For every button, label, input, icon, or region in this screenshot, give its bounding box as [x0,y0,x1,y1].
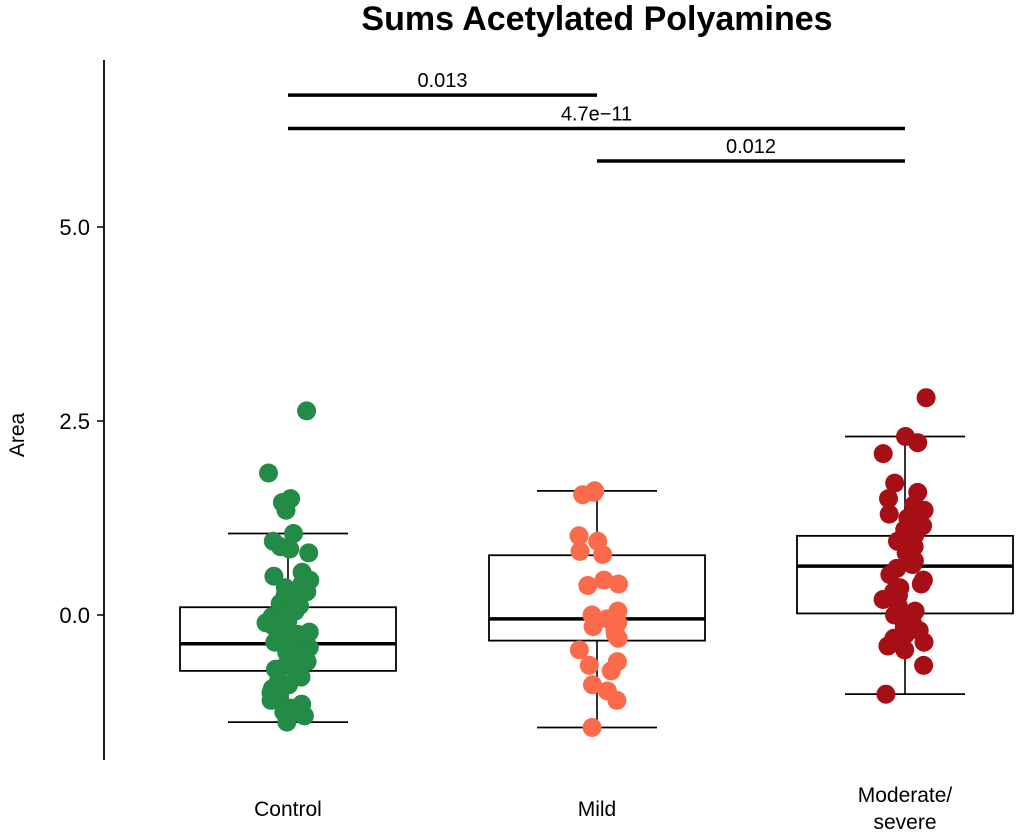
data-point [880,565,900,585]
y-axis-ticks: 0.0 2.5 5.0 [59,215,104,628]
data-point [908,433,928,453]
data-point [911,574,931,594]
data-point [873,444,893,464]
data-point [259,463,278,483]
data-point [879,489,898,509]
data-point [261,690,281,710]
data-point [582,718,602,737]
data-point [895,640,915,660]
data-point [876,684,896,704]
category-label: Control [254,798,322,821]
data-point [583,617,603,637]
category-label-line: Moderate/ [858,784,953,807]
data-point [276,500,296,520]
data-point [609,574,628,594]
data-point [280,539,300,559]
data-point [594,570,614,590]
data-point [299,543,319,563]
comparison-p-value: 4.7e−11 [561,103,632,125]
category-label: Moderate/severe [858,784,953,834]
data-point [264,566,284,586]
data-point [878,636,898,656]
data-point [569,640,589,660]
points-layer [256,388,936,737]
data-point [297,401,317,421]
data-point [593,545,613,564]
data-point [573,485,593,505]
data-point [879,504,899,524]
data-point [914,632,934,652]
data-point [903,555,922,575]
chart-title: Sums Acetylated Polyamines [361,0,832,38]
category-label: Mild [578,798,617,821]
data-point [608,628,628,648]
y-tick-label: 2.5 [59,409,90,434]
significance-brackets: 0.013 4.7e−11 0.012 [288,70,905,163]
y-axis-label: Area [6,413,29,458]
comparison-p-value: 0.013 [417,70,467,92]
data-point [916,388,936,408]
data-point [579,655,599,675]
data-point [607,690,627,710]
data-point [569,526,589,546]
y-tick-label: 5.0 [59,215,90,240]
data-point [294,706,314,726]
comparison-p-value: 0.012 [726,136,776,158]
data-point [914,655,934,675]
data-point [570,541,590,561]
x-category-labels: Control Mild Moderate/severe [254,784,952,834]
data-point [885,473,905,493]
data-point [873,590,893,609]
data-point [277,712,297,732]
category-label-line: severe [873,811,936,834]
y-tick-label: 0.0 [59,603,90,628]
data-point [583,675,602,695]
data-point [578,576,598,595]
data-point [601,661,621,681]
data-point [284,524,303,543]
